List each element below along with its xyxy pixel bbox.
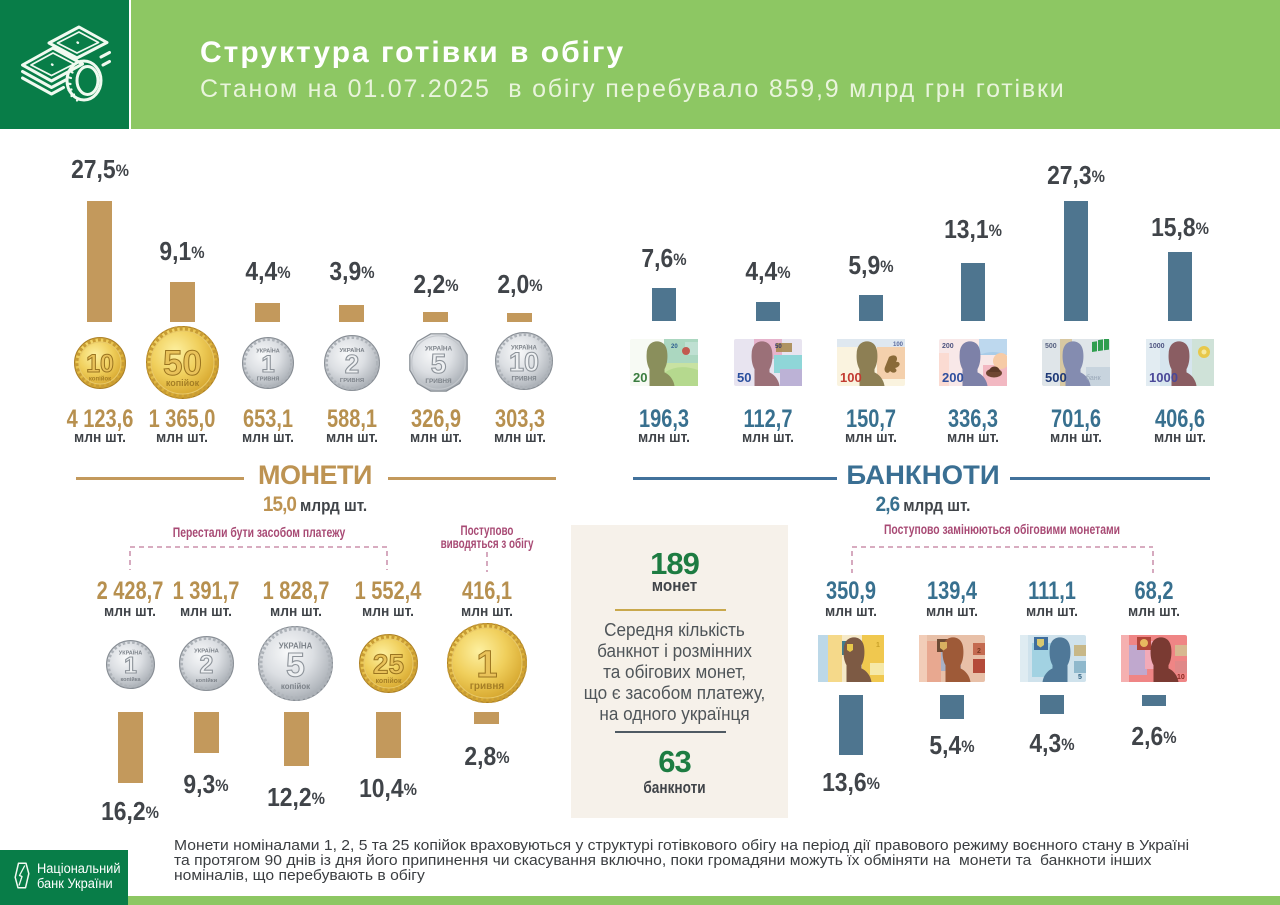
svg-text:УКРАЇНА: УКРАЇНА [511,344,538,351]
svg-text:2: 2 [200,651,214,679]
svg-text:200: 200 [942,370,964,385]
svg-text:100: 100 [893,342,904,348]
svg-text:1000: 1000 [1149,370,1178,385]
svg-text:копійки: копійки [196,677,218,684]
svg-text:2: 2 [977,648,981,655]
svg-text:50: 50 [737,370,751,385]
svg-text:20: 20 [671,344,678,350]
svg-text:1: 1 [876,642,880,649]
svg-text:копійок: копійок [166,378,200,388]
svg-text:копійок: копійок [376,677,402,685]
svg-text:копійка: копійка [120,676,141,683]
svg-text:ГРИВНЯ: ГРИВНЯ [257,377,280,383]
svg-text:10: 10 [509,347,539,377]
svg-text:банк: банк [1086,374,1102,382]
svg-text:копійок: копійок [281,682,310,691]
svg-text:УКРАЇНА: УКРАЇНА [256,348,279,355]
svg-text:5: 5 [431,348,447,379]
svg-text:УКРАЇНА: УКРАЇНА [425,344,453,352]
svg-text:200: 200 [942,343,954,350]
svg-text:УКРАЇНА: УКРАЇНА [279,642,313,651]
svg-text:2: 2 [345,349,359,379]
svg-text:1000: 1000 [1149,343,1165,350]
svg-text:копійок: копійок [89,375,111,382]
svg-text:500: 500 [1045,343,1057,350]
svg-text:1: 1 [124,652,137,678]
svg-text:50: 50 [163,344,202,383]
svg-text:5: 5 [286,647,305,685]
svg-text:1: 1 [476,644,497,686]
svg-text:100: 100 [840,370,862,385]
svg-text:1: 1 [261,351,274,378]
svg-text:10: 10 [1177,674,1185,681]
svg-text:ГРИВНЯ: ГРИВНЯ [425,378,452,385]
svg-text:5: 5 [1078,674,1082,681]
svg-text:500: 500 [1045,370,1067,385]
svg-text:УКРАЇНА: УКРАЇНА [194,648,219,655]
svg-text:50: 50 [775,344,782,350]
svg-text:гривня: гривня [470,681,505,692]
svg-text:25: 25 [373,649,404,680]
svg-text:ГРИВНЯ: ГРИВНЯ [340,378,364,384]
svg-text:20: 20 [633,370,647,385]
svg-text:10: 10 [86,350,114,378]
svg-text:УКРАЇНА: УКРАЇНА [119,650,142,657]
svg-text:УКРАЇНА: УКРАЇНА [339,347,365,354]
svg-text:ГРИВНЯ: ГРИВНЯ [511,376,536,383]
